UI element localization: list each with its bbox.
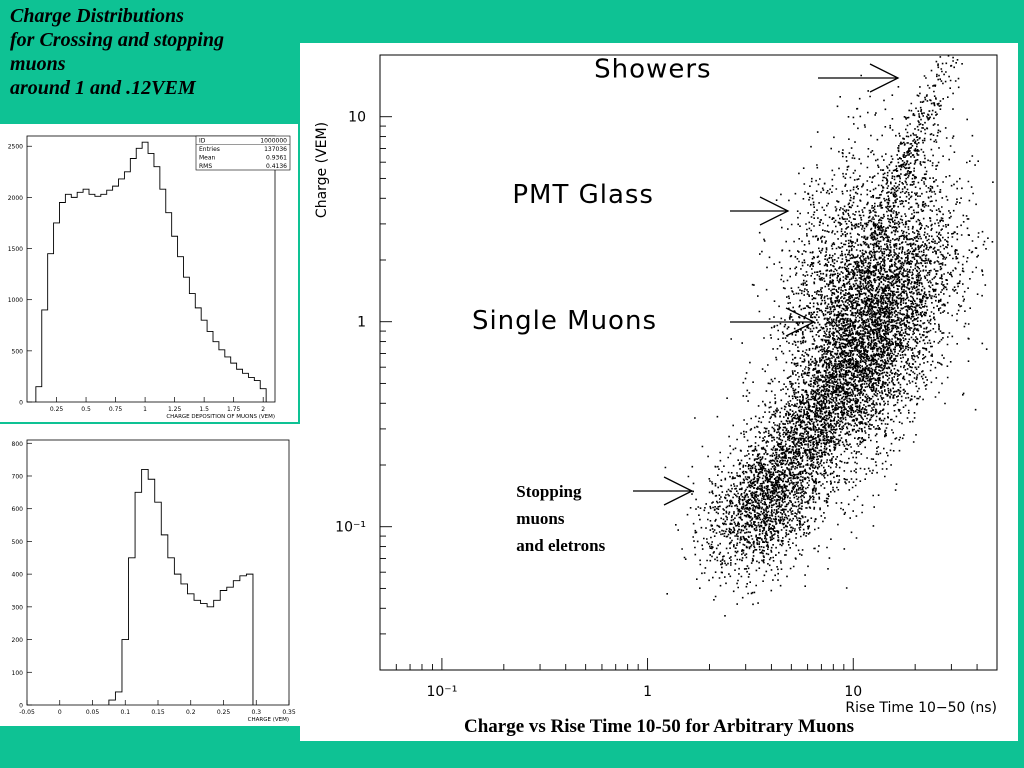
y-tick-label: 0 xyxy=(19,400,23,407)
x-tick-label: 0.25 xyxy=(217,709,231,716)
x-tick-label: 1 xyxy=(643,684,652,700)
stats-value: 0.9361 xyxy=(266,155,287,162)
x-tick-label: 0 xyxy=(58,709,62,716)
y-tick-label: 2000 xyxy=(8,195,23,202)
y-tick-label: 300 xyxy=(12,604,24,611)
x-tick-label: 0.25 xyxy=(50,406,64,413)
annotation-stopping-line: Stopping xyxy=(516,482,582,501)
title-line-1: Charge Distributions xyxy=(10,5,184,27)
x-tick-label: 1 xyxy=(143,406,147,413)
annotation-single-muons: Single Muons xyxy=(472,306,657,336)
crossing-muons-histogram: 0 500 1000 1500 2000 2500 0.25 0.5 0.75 1 1.25 1.5 1… xyxy=(8,135,291,420)
stats-box xyxy=(195,135,291,171)
stats-value: 137036 xyxy=(264,146,287,153)
y-tick-label: 700 xyxy=(12,473,24,480)
annotation-showers: Showers xyxy=(594,55,711,85)
stats-value: 0.4136 xyxy=(266,163,287,170)
stats-value: 1000000 xyxy=(260,138,287,145)
x-tick-label: 0.15 xyxy=(151,709,165,716)
x-tick-label: 0.75 xyxy=(109,406,123,413)
stats-label: Entries xyxy=(199,146,220,153)
y-tick-label: 500 xyxy=(12,348,24,355)
annotation-stopping: Stopping muons and eletrons xyxy=(516,482,605,555)
x-axis-label: CHARGE DEPOSITION OF MUONS (VEM) xyxy=(166,414,275,420)
x-tick-label: 1.75 xyxy=(227,406,241,413)
y-tick-label: 1 xyxy=(357,315,366,331)
stats-label: ID xyxy=(199,138,206,145)
x-tick-label: 0.1 xyxy=(120,709,130,716)
annotation-stopping-line: muons xyxy=(516,509,565,528)
plot-frame xyxy=(379,54,998,671)
slide-title: Charge Distributions for Crossing and st… xyxy=(10,4,300,100)
x-tick-label: -0.05 xyxy=(19,709,35,716)
y-tick-label: 500 xyxy=(12,539,24,546)
x-axis-label: Rise Time 10−50 (ns) xyxy=(845,700,997,716)
plot-frame xyxy=(26,439,290,706)
x-tick-label: 10 xyxy=(844,684,862,700)
y-tick-label: 100 xyxy=(12,670,24,677)
y-tick-label: 1500 xyxy=(8,246,23,253)
title-line-4: around 1 and .12VEM xyxy=(10,77,196,99)
x-tick-label: 1.25 xyxy=(168,406,182,413)
x-tick-label: 0.5 xyxy=(81,406,91,413)
y-tick-label: 800 xyxy=(12,441,24,448)
x-tick-label: 0.05 xyxy=(86,709,100,716)
x-tick-label: 2 xyxy=(261,406,265,413)
y-axis-label: Charge (VEM) xyxy=(314,122,330,218)
y-tick-label: 2500 xyxy=(8,144,23,151)
x-tick-label: 0.3 xyxy=(251,709,261,716)
histogram-line xyxy=(35,141,267,402)
y-tick-label: 10⁻¹ xyxy=(335,520,366,536)
y-tick-label: 200 xyxy=(12,637,24,644)
histogram-line xyxy=(108,468,254,705)
y-tick-label: 400 xyxy=(12,572,24,579)
arrow-pmt-glass-head xyxy=(759,196,790,226)
y-tick-label: 1000 xyxy=(8,297,23,304)
x-tick-label: 0.35 xyxy=(282,709,296,716)
stats-label: RMS xyxy=(199,163,212,170)
y-tick-label: 0 xyxy=(19,703,23,710)
annotation-stopping-line: and eletrons xyxy=(516,536,605,555)
arrow-single-muons-head xyxy=(785,307,816,337)
y-tick-label: 10 xyxy=(348,110,366,126)
scatter-plot-panel: 10⁻¹ 1 10 10 1 10⁻¹ Rise Time 10−50 (ns) Charge… xyxy=(300,43,1018,741)
x-tick-label: 1.5 xyxy=(199,406,209,413)
crossing-muons-histogram-panel: 0 500 1000 1500 2000 2500 0.25 0.5 0.75 1 1.25 1.5 1… xyxy=(0,124,298,422)
x-tick-label: 10⁻¹ xyxy=(426,684,457,700)
scatter-points xyxy=(664,55,994,617)
arrow-showers-head xyxy=(869,63,900,93)
title-line-2: for Crossing and stopping xyxy=(10,29,224,51)
chart-title: Charge vs Rise Time 10-50 for Arbitrary … xyxy=(464,716,854,737)
stats-label: Mean xyxy=(199,155,216,162)
y-tick-label: 600 xyxy=(12,506,24,513)
title-line-3: muons xyxy=(10,53,66,75)
x-tick-label: 0.2 xyxy=(186,709,196,716)
x-axis-label: CHARGE (VEM) xyxy=(248,717,289,723)
annotation-pmt-glass: PMT Glass xyxy=(512,180,654,210)
plot-frame xyxy=(26,135,276,403)
stopping-muons-histogram-panel: 0 100 200 300 400 500 600 700 800 -0.05 0 0.05 0.1 0.… xyxy=(0,424,302,726)
arrow-stopping-head xyxy=(663,476,694,506)
